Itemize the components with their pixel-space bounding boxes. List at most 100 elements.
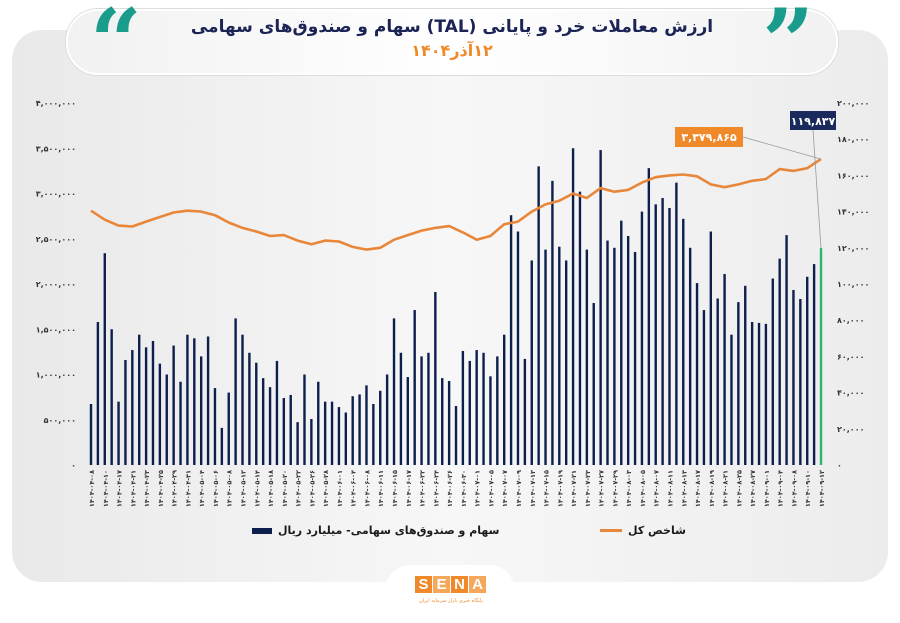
- bar: [317, 381, 320, 465]
- chart-subtitle: ۱۲آذر۱۴۰۴: [411, 41, 493, 60]
- bar: [420, 356, 423, 465]
- legend-bar-label: سهام و صندوق‌های سهامی- میلیارد ریال: [278, 524, 500, 537]
- x-tick-label: ۱۴۰۴-۰۵-۰۶: [212, 470, 220, 507]
- bar: [551, 180, 554, 465]
- x-tick-label: ۱۴۰۴-۰۵-۱۴: [253, 470, 261, 507]
- bar: [592, 303, 595, 465]
- x-tick-label: ۱۴۰۴-۰۹-۱۲: [818, 470, 826, 507]
- bar: [785, 235, 788, 465]
- bar: [447, 381, 451, 465]
- bar: [379, 390, 382, 465]
- close-quote-icon: ”: [762, 0, 814, 95]
- bar: [771, 278, 774, 465]
- x-tick-label: ۱۴۰۴-۰۴-۲۹: [171, 470, 179, 507]
- bar: [268, 387, 272, 465]
- bar: [688, 247, 692, 465]
- bar: [365, 385, 368, 465]
- bar: [220, 427, 224, 465]
- legend-bars: سهام و صندوق‌های سهامی- میلیارد ریال: [252, 524, 499, 537]
- bar: [261, 378, 265, 465]
- x-tick-label: ۱۴۰۴-۰۹-۰۱: [763, 470, 771, 507]
- x-tick-label: ۱۴۰۴-۰۶-۰۱: [336, 470, 344, 507]
- bar: [633, 251, 637, 465]
- x-tick-label: ۱۴۰۴-۰۵-۲۰: [281, 470, 289, 507]
- index-callout-box: [675, 127, 743, 147]
- bar: [110, 329, 113, 465]
- x-tick-label: ۱۴۰۴-۰۹-۰۸: [790, 470, 798, 507]
- bar: [138, 334, 141, 465]
- bar: [613, 247, 616, 465]
- x-tick-label: ۱۴۰۴-۰۵-۲۸: [322, 470, 330, 507]
- bar: [199, 356, 203, 465]
- x-tick-label: ۱۴۰۴-۰۶-۳۰: [460, 470, 468, 507]
- x-tick-label: ۱۴۰۴-۰۶-۰۸: [363, 470, 371, 507]
- bar: [165, 374, 168, 465]
- left-tick-label: ۱,۵۰۰,۰۰۰: [36, 325, 76, 334]
- bar: [792, 289, 795, 465]
- x-tick-label: ۱۴۰۴-۰۷-۲۷: [598, 470, 606, 507]
- right-tick-label: ۱۸۰,۰۰۰: [837, 135, 869, 144]
- bar: [385, 374, 389, 465]
- bar: [764, 323, 768, 465]
- x-tick-label: ۱۴۰۴-۰۶-۱۱: [377, 470, 385, 507]
- bar: [441, 378, 444, 465]
- right-tick-label: ۶۰,۰۰۰: [837, 352, 864, 361]
- bar: [654, 204, 657, 466]
- bar: [399, 352, 403, 465]
- chart-title: ارزش معاملات خرد و پایانی (TAL) سهام و ص…: [190, 17, 714, 37]
- left-tick-label: ۱,۰۰۰,۰۰۰: [36, 371, 76, 380]
- bar: [516, 231, 520, 465]
- left-tick-label: ۰: [71, 461, 76, 470]
- bar: [234, 318, 237, 465]
- bar: [709, 231, 713, 465]
- bar-callout-label: ۱۱۹,۸۳۷: [791, 115, 836, 128]
- bar: [799, 299, 802, 465]
- bar: [289, 394, 292, 465]
- left-tick-label: ۲,۵۰۰,۰۰۰: [36, 235, 76, 244]
- x-tick-label: ۱۴۰۴-۰۷-۰۹: [515, 470, 523, 507]
- bar: [695, 283, 699, 465]
- bar: [496, 356, 499, 465]
- right-tick-label: ۱۲۰,۰۰۰: [837, 244, 869, 253]
- bar: [757, 322, 761, 465]
- right-axis: ۰ ۲۰,۰۰۰ ۴۰,۰۰۰ ۶۰,۰۰۰ ۸۰,۰۰۰ ۱۰۰,۰۰۰ ۱۲۰,۰۰۰ ۱…: [837, 99, 869, 470]
- x-tick-label: ۱۴۰۴-۰۶-۲۴: [432, 470, 440, 507]
- sena-logo: S E N A: [415, 576, 486, 593]
- x-tick-label: ۱۴۰۴-۰۶-۲۶: [446, 470, 454, 507]
- bar: [668, 207, 671, 466]
- x-tick-label: ۱۴۰۴-۰۹-۱۰: [804, 470, 812, 507]
- legend-line-swatch: [600, 529, 622, 532]
- x-tick-label: ۱۴۰۴-۰۴-۲۳: [143, 470, 151, 507]
- bar: [675, 182, 678, 465]
- left-tick-label: ۴,۰۰۰,۰۰۰: [36, 99, 76, 108]
- x-tick-label: ۱۴۰۴-۰۹-۰۴: [777, 470, 785, 507]
- bar: [179, 381, 182, 465]
- right-tick-label: ۲۰,۰۰۰: [837, 425, 864, 434]
- bar: [737, 302, 740, 465]
- bar: [682, 218, 685, 465]
- x-tick-label: ۱۴۰۴-۰۷-۰۱: [474, 470, 482, 507]
- bar: [131, 350, 134, 465]
- bar: [544, 249, 547, 465]
- left-axis: ۰ ۵۰۰,۰۰۰ ۱,۰۰۰,۰۰۰ ۱,۵۰۰,۰۰۰ ۲,۰۰۰,۰۰۰ ۲,۵۰۰…: [36, 99, 76, 470]
- x-tick-label: ۱۴۰۴-۰۸-۰۷: [653, 470, 661, 507]
- bar: [482, 352, 485, 465]
- logo-letter: A: [469, 576, 486, 593]
- bar-latest: [819, 248, 823, 465]
- x-tick-label: ۱۴۰۴-۰۸-۰۳: [625, 470, 633, 507]
- annotations: ۳,۳۷۹,۸۶۵ ۱۱۹,۸۳۷: [675, 111, 836, 249]
- x-tick-label: ۱۴۰۴-۰۸-۲۱: [722, 470, 730, 507]
- bar: [606, 240, 609, 465]
- bar-series: [89, 148, 823, 466]
- bar: [337, 407, 341, 465]
- bar: [344, 412, 348, 465]
- index-callout-leader: [742, 136, 822, 160]
- bar: [172, 345, 175, 465]
- bar: [578, 191, 582, 465]
- x-tick-label: ۱۴۰۴-۰۴-۰۸: [88, 470, 96, 507]
- bar: [330, 401, 334, 465]
- bar: [723, 274, 726, 465]
- x-tick-label: ۱۴۰۴-۰۶-۱۵: [391, 470, 399, 507]
- x-tick-label: ۱۴۰۴-۰۴-۲۱: [129, 470, 137, 507]
